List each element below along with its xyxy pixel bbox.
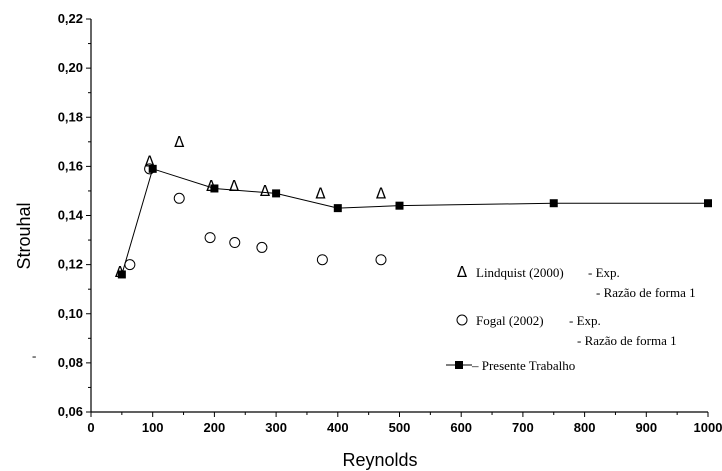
- legend-detail: - Razão de forma 1: [577, 333, 677, 348]
- data-point: [704, 199, 712, 208]
- series-line: [121, 168, 708, 275]
- legend-label: Lindquist (2000): [476, 265, 564, 280]
- x-tick-label: 600: [450, 420, 472, 435]
- y-tick-label: 0,12: [58, 257, 83, 272]
- axes: 0,06 0,08 0,10 0,12 0,14 0,16 0,18 0,20 0,22 0 100…: [58, 11, 722, 435]
- data-point: [256, 241, 268, 253]
- x-axis-title: Reynolds: [342, 450, 417, 470]
- data-point: [173, 192, 185, 204]
- x-tick-label: 400: [327, 420, 349, 435]
- data-point: [148, 164, 157, 173]
- data-point: Δ: [174, 133, 185, 151]
- legend-label: – Presente Trabalho: [471, 358, 575, 373]
- data-point: [549, 199, 558, 208]
- y-tick-label: 0,14: [58, 208, 84, 223]
- series-2: [117, 164, 712, 279]
- data-point: Δ: [144, 152, 155, 170]
- data-point: [124, 259, 136, 271]
- x-tick-label: 500: [389, 420, 411, 435]
- legend-detail: - Exp.: [588, 265, 620, 280]
- y-tick-label: 0,06: [58, 404, 83, 419]
- data-point: Δ: [229, 177, 240, 195]
- data-point: [210, 184, 219, 193]
- data-point: [272, 189, 281, 198]
- x-tick-label: 0: [87, 420, 94, 435]
- x-tick-label: 200: [204, 420, 226, 435]
- x-tick-label: 900: [635, 420, 657, 435]
- series-layer: ΔΔΔΔΔΔΔΔ: [115, 133, 712, 281]
- data-point: [229, 237, 241, 249]
- legend-marker: [456, 314, 468, 326]
- data-point: Δ: [260, 182, 271, 200]
- y-tick-label: 0,10: [58, 306, 83, 321]
- data-point: [316, 254, 328, 266]
- legend: Δ Lindquist (2000) - Exp. - Razão de forma …: [446, 263, 696, 373]
- legend-detail: - Razão de forma 1: [596, 285, 696, 300]
- data-point: Δ: [315, 184, 326, 202]
- y-tick-label: 0,08: [58, 355, 83, 370]
- y-tick-label: 0,20: [58, 60, 83, 75]
- y-axis-title: Strouhal: [14, 202, 34, 269]
- legend-detail: - Exp.: [569, 313, 601, 328]
- y-tick-label: 0,18: [58, 109, 83, 124]
- data-point: [333, 204, 342, 213]
- series-0: ΔΔΔΔΔΔΔΔ: [115, 133, 387, 281]
- y-tick-label: 0,22: [58, 11, 83, 26]
- data-point: [375, 254, 387, 266]
- x-tick-label: 700: [512, 420, 534, 435]
- data-point: [117, 270, 126, 279]
- data-point: Δ: [376, 184, 387, 202]
- x-tick-label: 100: [142, 420, 164, 435]
- y-tick-label: 0,16: [58, 158, 83, 173]
- legend-marker: Δ: [457, 263, 468, 281]
- data-point: [204, 232, 216, 244]
- x-tick-label: 300: [265, 420, 287, 435]
- legend-label: Fogal (2002): [476, 313, 544, 328]
- series-1: [124, 163, 387, 271]
- stray-mark: -: [32, 348, 36, 363]
- x-tick-label: 800: [574, 420, 596, 435]
- x-tick-label: 1000: [694, 420, 722, 435]
- legend-marker: [455, 361, 463, 369]
- data-point: [395, 201, 404, 210]
